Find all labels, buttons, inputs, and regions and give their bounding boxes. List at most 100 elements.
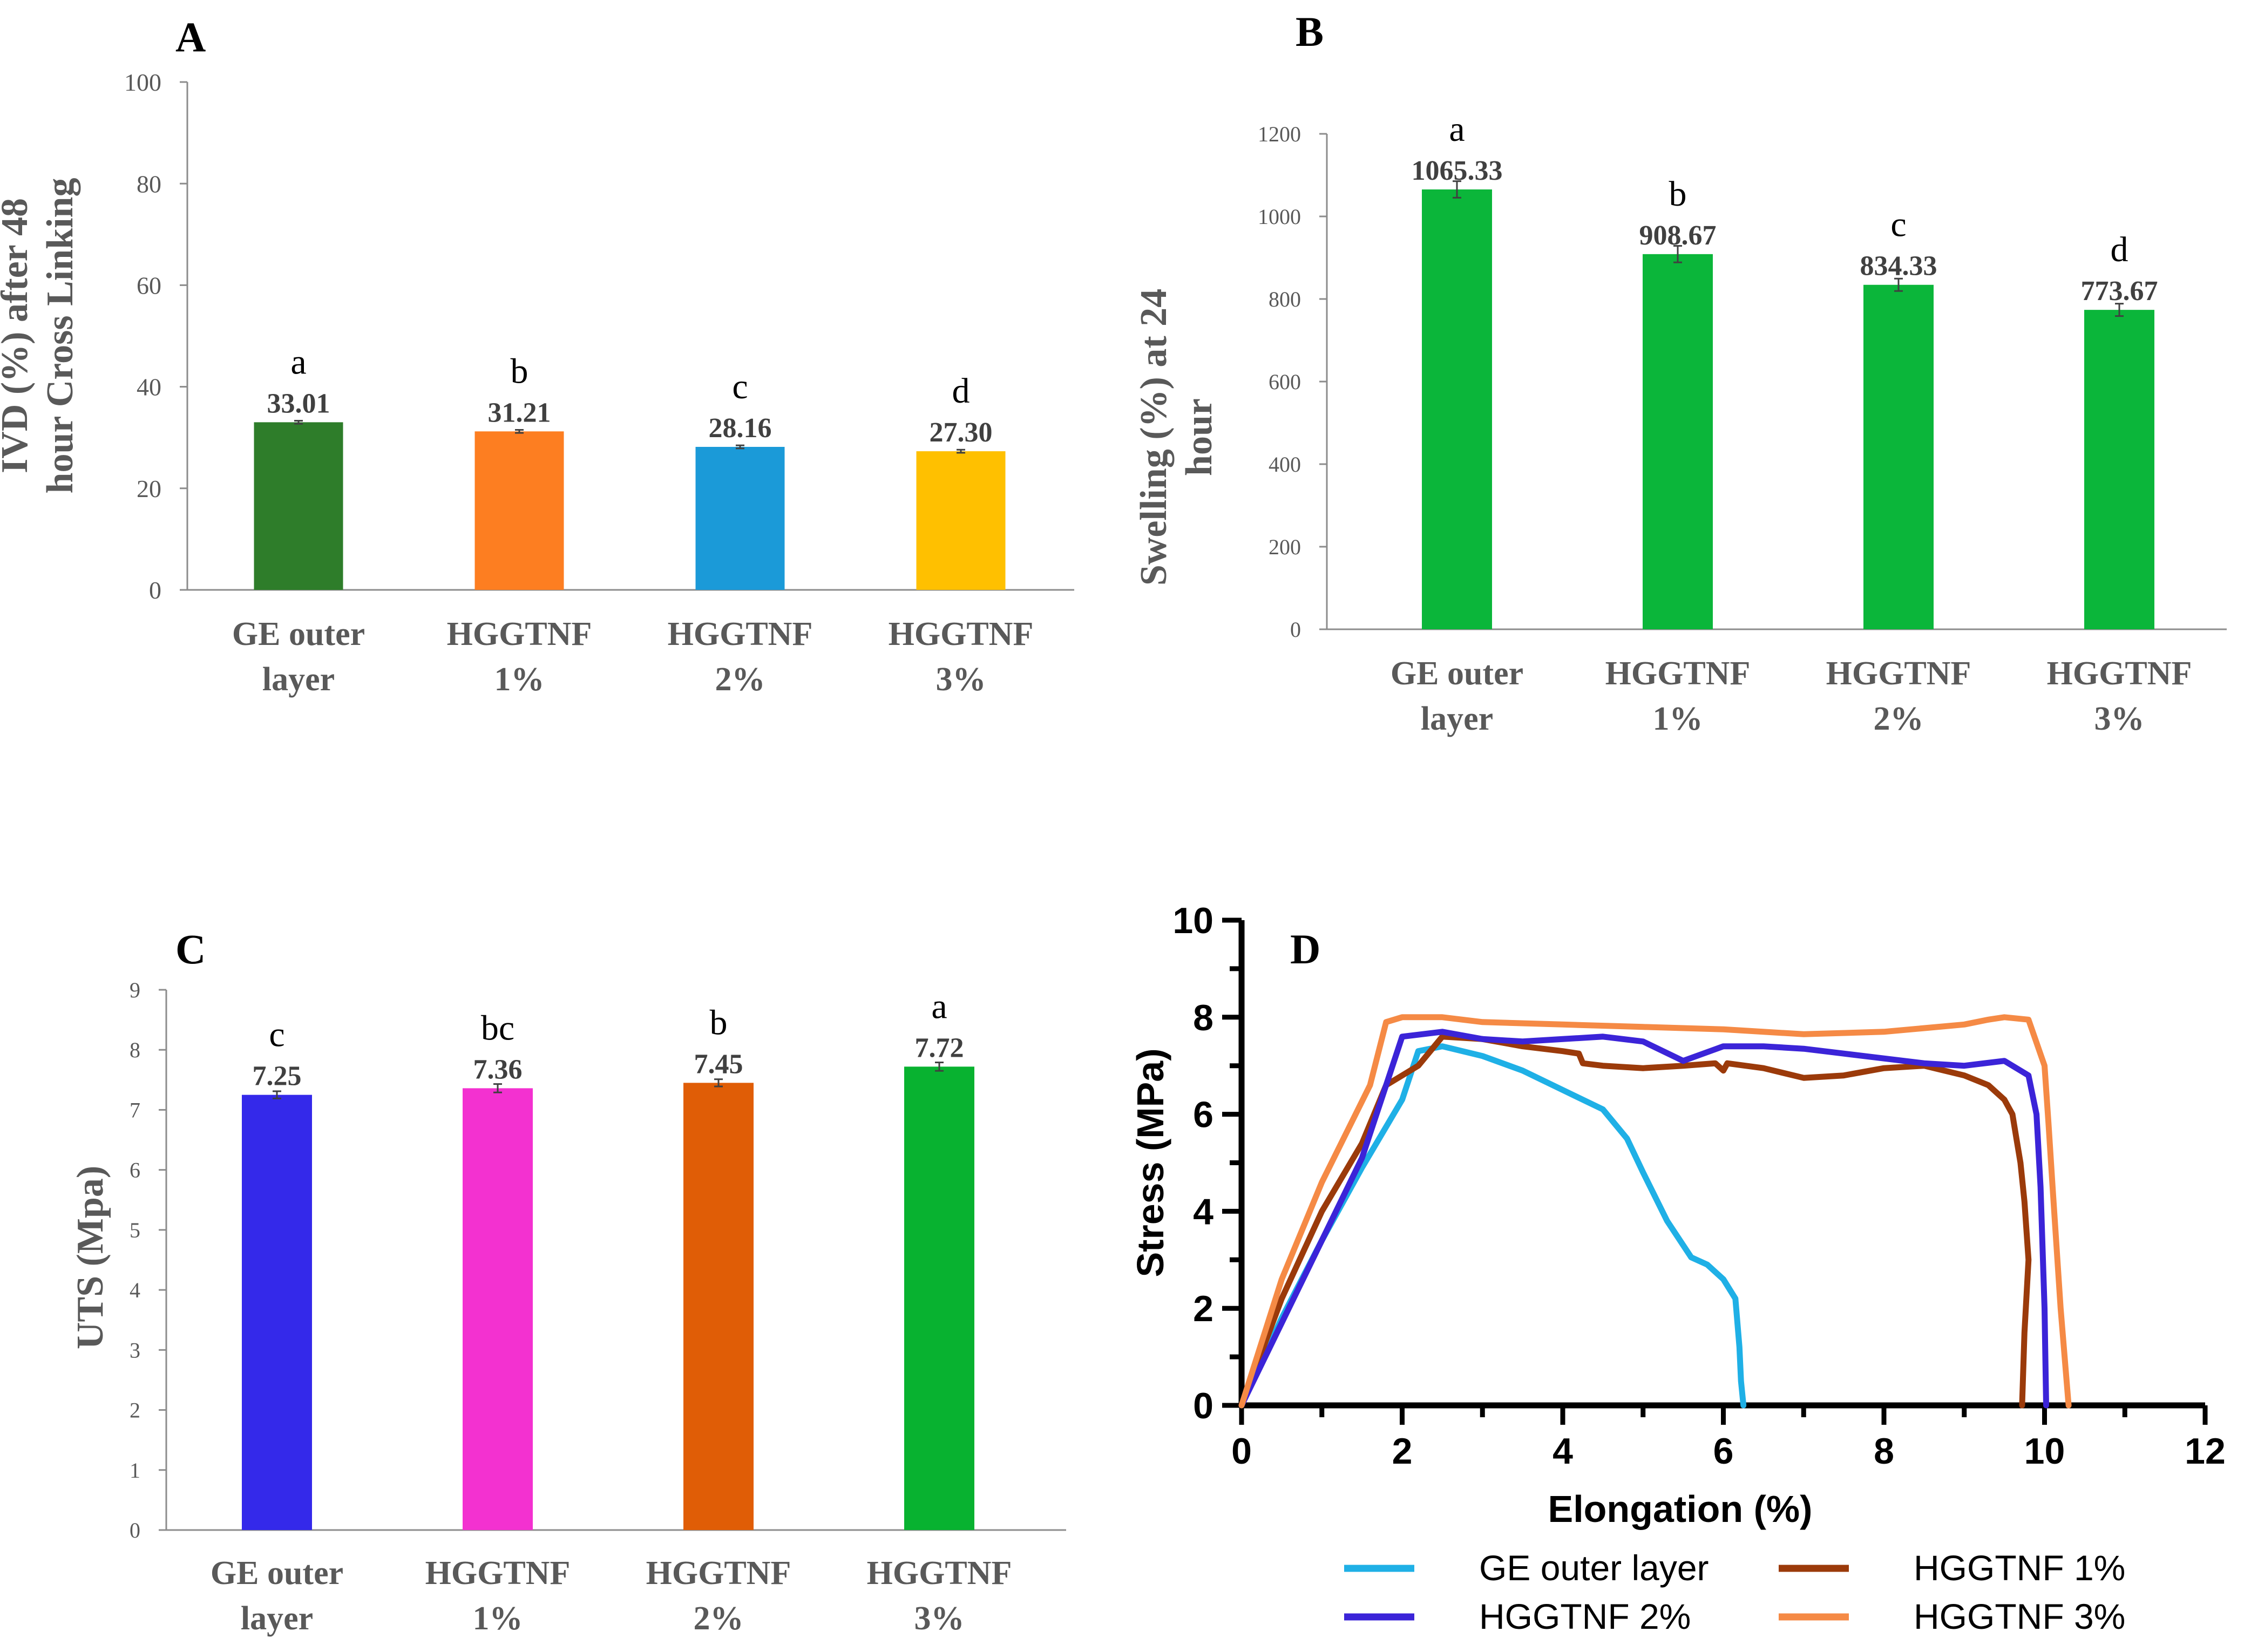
panel-b-significance-letter: a — [1449, 110, 1465, 149]
panel-a-category-label: 1% — [494, 661, 545, 698]
panel-b-category-label: GE outer — [1391, 655, 1523, 692]
chart-panel-d: 0 2 4 6 8 10 12 0 2 4 6 8 10 Elongation (%) Stress (MP… — [1129, 900, 2226, 1636]
panel-d-x-tick-label: 2 — [1392, 1431, 1413, 1472]
panel-d-series-line-hggtnf-2- — [1238, 1029, 2049, 1409]
panel-b-category-label: 2% — [1874, 701, 1924, 737]
panel-a-bar — [916, 451, 1006, 590]
panel-c-y-axis-title-line: UTS (Mpa) — [70, 1166, 111, 1349]
panel-c-category-label: layer — [241, 1600, 313, 1637]
panel-c-category-label: 3% — [914, 1600, 965, 1637]
panel-d-legend-label-ge-outer-layer: GE outer layer — [1479, 1548, 1709, 1588]
panel-b-y-tick-label: 600 — [1269, 370, 1301, 394]
panel-b-y-tick-label: 800 — [1269, 287, 1301, 311]
panel-d-y-tick-label: 4 — [1193, 1191, 1213, 1232]
panel-c-y-tick-label: 9 — [130, 978, 140, 1002]
panel-a-category-label: layer — [262, 661, 335, 698]
panel-letter-a: A — [175, 13, 206, 60]
panel-d-series-line-ge-outer-layer — [1238, 1043, 1747, 1409]
panel-a-bar — [254, 422, 343, 590]
panel-c-significance-letter: bc — [481, 1008, 514, 1048]
panel-b-category-label: 3% — [2094, 701, 2145, 737]
panel-c-value-label: 7.36 — [473, 1054, 523, 1085]
panel-a-y-tick-label: 100 — [124, 69, 161, 96]
panel-b-significance-letter: b — [1669, 174, 1687, 214]
panel-b-value-label: 773.67 — [2081, 276, 2158, 307]
panel-d-x-tick-label: 10 — [2024, 1431, 2065, 1472]
panel-d-x-axis-title: Elongation (%) — [1548, 1488, 1813, 1530]
chart-panel-a: 0 20 40 60 80 100 IVD (%) after 48 hour Cross L… — [0, 69, 1074, 698]
panel-b-significance-letter: c — [1890, 205, 1906, 244]
panel-a-significance-letter: a — [290, 342, 306, 382]
panel-a-value-label: 27.30 — [930, 417, 993, 448]
panel-letter-b: B — [1296, 8, 1324, 55]
panel-d-x-tick-label: 12 — [2185, 1431, 2226, 1472]
panel-d-series-line-hggtnf-3- — [1238, 1014, 2072, 1409]
panel-c-y-tick-label: 3 — [130, 1338, 140, 1362]
panel-c-y-axis-title: UTS (Mpa) — [70, 1166, 111, 1349]
panel-b-y-tick-label: 1000 — [1258, 205, 1301, 229]
panel-c-y-tick-label: 8 — [130, 1038, 140, 1062]
panel-a-y-tick-label: 80 — [137, 170, 161, 198]
panel-b-y-axis-title-line: hour — [1178, 398, 1220, 476]
panel-a-value-label: 28.16 — [709, 413, 772, 444]
panel-a-y-tick-label: 0 — [149, 576, 161, 604]
panel-b-value-label: 908.67 — [1639, 220, 1717, 251]
panel-a-category-label: HGGTNF — [447, 616, 592, 652]
panel-b-category-label: 1% — [1653, 701, 1703, 737]
panel-d-x-tick-label: 0 — [1231, 1431, 1252, 1472]
panel-b-y-axis-title: Swelling (%) at 24 hour — [1133, 289, 1220, 586]
panel-c-y-tick-label: 1 — [130, 1458, 140, 1483]
panel-d-y-tick-label: 0 — [1193, 1385, 1213, 1426]
panel-c-bar — [683, 1083, 754, 1530]
panel-c-category-label: 2% — [694, 1600, 744, 1637]
panel-b-y-tick-label: 0 — [1290, 617, 1301, 642]
panel-c-y-tick-label: 0 — [130, 1518, 140, 1542]
panel-c-bar — [904, 1066, 974, 1530]
panel-b-significance-letter: d — [2111, 230, 2128, 269]
panel-a-y-tick-label: 40 — [137, 373, 161, 401]
panel-b-category-label: HGGTNF — [2047, 655, 2192, 692]
panel-c-category-label: HGGTNF — [867, 1555, 1012, 1592]
panel-d-legend-label-hggtnf-2-: HGGTNF 2% — [1479, 1596, 1691, 1636]
panel-a-y-tick-label: 60 — [137, 272, 161, 300]
panel-a-significance-letter: b — [511, 351, 528, 391]
panel-d-legend-label-hggtnf-3-: HGGTNF 3% — [1914, 1596, 2125, 1636]
panel-b-bar — [1643, 254, 1713, 630]
panel-a-value-label: 33.01 — [267, 388, 330, 419]
panel-b-y-tick-label: 200 — [1269, 535, 1301, 559]
panel-c-y-tick-label: 5 — [130, 1218, 140, 1242]
panel-a-category-label: GE outer — [232, 616, 365, 652]
panel-d-y-tick-label: 10 — [1172, 900, 1213, 941]
panel-c-category-label: HGGTNF — [425, 1555, 571, 1592]
panel-c-value-label: 7.45 — [694, 1049, 743, 1079]
panel-d-legend-label-hggtnf-1-: HGGTNF 1% — [1914, 1548, 2125, 1588]
panel-c-significance-letter: b — [710, 1003, 728, 1042]
panel-c-value-label: 7.25 — [253, 1061, 302, 1092]
panel-a-bar — [695, 447, 785, 590]
panel-d-x-tick-label: 6 — [1713, 1431, 1734, 1472]
panel-a-value-label: 31.21 — [488, 397, 551, 428]
panel-c-value-label: 7.72 — [915, 1032, 964, 1063]
panel-c-category-label: GE outer — [211, 1555, 343, 1592]
panel-d-y-tick-label: 8 — [1193, 997, 1213, 1038]
panel-d-series-line-hggtnf-1- — [1238, 1034, 2032, 1409]
panel-b-category-label: layer — [1421, 701, 1493, 737]
panel-a-bar — [474, 431, 564, 590]
panel-b-y-axis-title-line: Swelling (%) at 24 — [1133, 289, 1175, 586]
panel-c-category-label: 1% — [473, 1600, 523, 1637]
panel-a-significance-letter: d — [952, 371, 970, 411]
panel-c-y-tick-label: 4 — [130, 1278, 140, 1302]
panel-d-y-axis-title: Stress (MPa) — [1129, 1048, 1171, 1277]
panel-b-value-label: 834.33 — [1860, 251, 1937, 282]
panel-letter-c: C — [175, 926, 206, 973]
chart-panel-c: 0 1 2 3 4 5 6 7 8 9 UTS (Mpa) 7.25 c GE outer layer 7.3… — [70, 978, 1066, 1637]
panel-c-bar — [242, 1094, 312, 1530]
panel-a-y-axis-title-line: hour Cross Linking — [39, 178, 81, 494]
panel-d-y-tick-label: 6 — [1193, 1094, 1213, 1136]
panel-b-bar — [2084, 310, 2154, 629]
panel-d-y-tick-label: 2 — [1193, 1288, 1213, 1329]
panel-b-y-tick-label: 1200 — [1258, 122, 1301, 146]
panel-a-significance-letter: c — [732, 367, 748, 406]
panel-a-category-label: HGGTNF — [889, 616, 1034, 652]
